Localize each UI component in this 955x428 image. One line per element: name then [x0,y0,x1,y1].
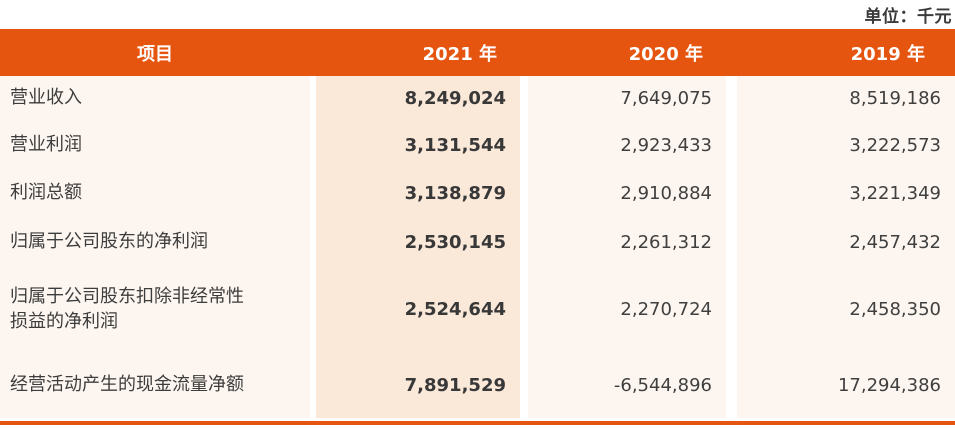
row-value-2020: 2,923,433 [528,121,726,169]
row-value-2019: 3,222,573 [737,121,955,169]
bottom-divider [0,421,955,425]
row-label: 利润总额 [0,169,310,218]
row-value-2019: 8,519,186 [737,76,955,121]
header-item-column: 项目 [137,43,173,65]
row-value-2021: 2,524,644 [316,267,520,352]
row-value-2020: 2,270,724 [528,267,726,352]
row-label: 营业利润 [0,121,310,169]
row-value-2020: 7,649,075 [528,76,726,121]
row-value-2019: 3,221,349 [737,169,955,218]
table-row: 经营活动产生的现金流量净额 7,891,529 -6,544,896 17,29… [0,352,955,418]
row-value-2019: 2,457,432 [737,218,955,267]
row-value-2021: 3,131,544 [316,121,520,169]
table-row: 营业收入 8,249,024 7,649,075 8,519,186 [0,76,955,121]
row-label: 归属于公司股东扣除非经常性 损益的净利润 [0,267,310,352]
row-value-2019: 2,458,350 [737,267,955,352]
row-value-2021: 7,891,529 [316,352,520,418]
row-label: 经营活动产生的现金流量净额 [0,352,310,418]
row-label: 归属于公司股东的净利润 [0,218,310,267]
table-row: 利润总额 3,138,879 2,910,884 3,221,349 [0,169,955,218]
row-value-2021: 2,530,145 [316,218,520,267]
row-value-2020: 2,910,884 [528,169,726,218]
row-label: 营业收入 [0,76,310,121]
table-row: 营业利润 3,131,544 2,923,433 3,222,573 [0,121,955,169]
row-value-2020: -6,544,896 [528,352,726,418]
table-header-row: 项目 2021 年 2020 年 2019 年 [0,29,955,76]
table-row: 归属于公司股东的净利润 2,530,145 2,261,312 2,457,43… [0,218,955,267]
header-year-2020: 2020 年 [628,43,703,65]
row-value-2020: 2,261,312 [528,218,726,267]
header-year-2019: 2019 年 [850,43,925,65]
row-value-2021: 3,138,879 [316,169,520,218]
table-row: 归属于公司股东扣除非经常性 损益的净利润 2,524,644 2,270,724… [0,267,955,352]
row-value-2021: 8,249,024 [316,76,520,121]
row-value-2019: 17,294,386 [737,352,955,418]
header-year-2021: 2021 年 [422,43,497,65]
financial-table: 项目 2021 年 2020 年 2019 年 营业收入 8,249,024 7… [0,29,955,418]
unit-label: 单位：千元 [864,7,952,27]
